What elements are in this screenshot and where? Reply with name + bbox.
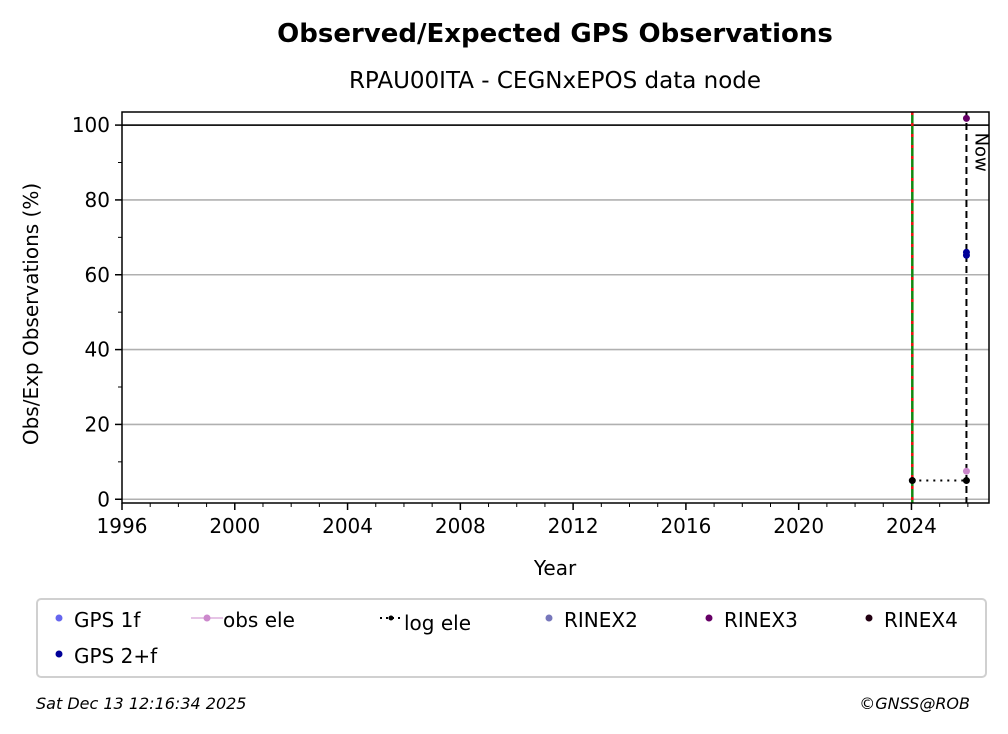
chart-subtitle: RPAU00ITA - CEGNxEPOS data node — [349, 68, 761, 94]
x-tick-label: 2020 — [773, 514, 824, 538]
x-tick-label: 2000 — [209, 514, 260, 538]
legend-marker — [705, 614, 713, 622]
legend-marker — [55, 614, 63, 622]
y-tick-label: 20 — [85, 412, 110, 436]
x-tick-label: 2012 — [548, 514, 599, 538]
x-tick-label: 2008 — [435, 514, 486, 538]
data-point-log-ele — [908, 477, 916, 485]
legend-label: RINEX3 — [724, 608, 798, 632]
legend-label: GPS 1f — [74, 608, 141, 632]
legend-label: RINEX2 — [564, 608, 638, 632]
now-label: Now — [970, 133, 991, 172]
x-tick-label: 2016 — [660, 514, 711, 538]
timestamp: Sat Dec 13 12:16:34 2025 — [36, 694, 247, 713]
y-tick-label: 80 — [85, 188, 110, 212]
y-tick-label: 100 — [72, 113, 110, 137]
legend-label: obs ele — [223, 608, 295, 632]
x-tick-label: 2004 — [322, 514, 373, 538]
legend-label: GPS 2+f — [74, 644, 158, 668]
data-point-log-ele — [962, 477, 970, 485]
y-axis-label: Obs/Exp Observations (%) — [19, 183, 43, 445]
legend-marker — [55, 650, 63, 658]
x-tick-label: 2024 — [886, 514, 937, 538]
legend-marker — [545, 614, 553, 622]
y-tick-label: 40 — [85, 338, 110, 362]
credit: ©GNSS@ROB — [859, 694, 970, 713]
data-point-GPS-2-f — [962, 251, 970, 259]
legend-marker — [388, 615, 394, 621]
data-point-obs-ele — [962, 467, 970, 475]
data-point-RINEX3 — [962, 114, 970, 122]
legend-label: RINEX4 — [884, 608, 958, 632]
y-tick-label: 60 — [85, 263, 110, 287]
legend-label: log ele — [404, 611, 471, 635]
x-tick-label: 1996 — [97, 514, 148, 538]
chart-title: Observed/Expected GPS Observations — [277, 19, 833, 49]
plot-frame — [121, 111, 990, 504]
legend-box — [36, 598, 987, 678]
x-axis-label: Year — [533, 556, 577, 580]
y-tick-label: 0 — [97, 487, 110, 511]
legend-marker — [203, 614, 211, 622]
legend-marker — [865, 614, 873, 622]
